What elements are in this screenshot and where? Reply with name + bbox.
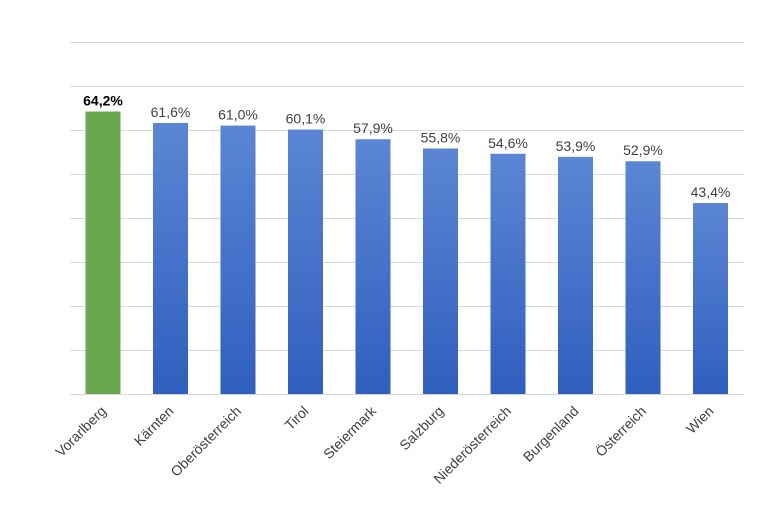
value-labels: 64,2% 61,6% 61,0% 60,1% 57,9% 55,8% 54,6% 53,9%… [83,93,730,201]
x-tick-label: Burgenland [520,403,582,465]
data-label: 57,9% [353,120,393,136]
data-label: 43,4% [691,184,731,200]
bar-österreich [625,161,661,394]
bar-vorarlberg [85,111,121,395]
x-tick-label: Tirol [281,403,311,433]
x-tick-label: Salzburg [396,403,446,453]
x-tick-label: Steiermark [320,402,380,462]
data-label: 54,6% [488,135,528,151]
bars [85,111,728,395]
x-tick-label: Österreich [591,402,649,460]
x-tick-label: Kärnten [131,403,177,449]
data-label: 61,0% [218,107,258,123]
bar-steiermark [355,139,391,394]
data-label: 53,9% [556,138,596,154]
data-label: 55,8% [421,129,461,145]
bar-burgenland [558,156,593,394]
bar-salzburg [423,148,458,394]
bar-tirol [288,129,323,394]
data-label: 60,1% [286,111,326,127]
bar-oberösterreich [220,125,256,394]
bar-kärnten [153,122,188,395]
x-tick-label: Vorarlberg [52,403,109,460]
data-label: 64,2% [83,93,123,109]
data-label: 61,6% [151,104,191,120]
x-tick-label: Wien [683,403,717,437]
bar-niederösterreich [490,153,526,394]
data-label: 52,9% [623,142,663,158]
x-tick-label: Oberösterreich [167,403,244,480]
bar-wien [693,203,728,394]
